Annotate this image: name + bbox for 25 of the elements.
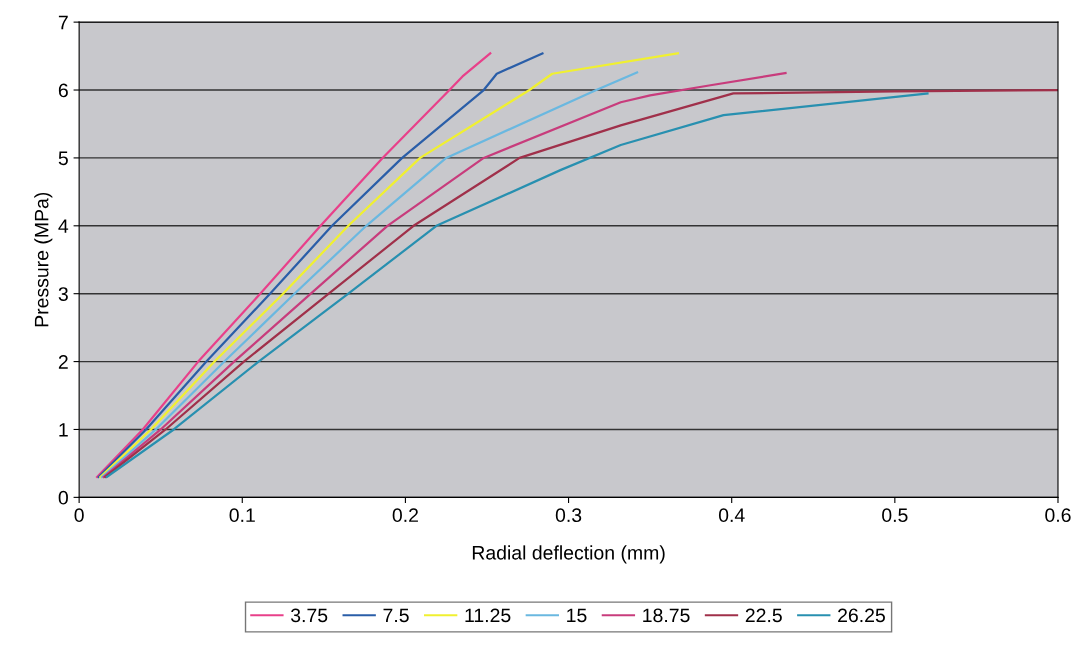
y-tick-label: 6 (58, 83, 68, 98)
legend-label: 15 (567, 608, 587, 623)
legend-label: 3.75 (290, 608, 328, 623)
legend-label: 22.5 (745, 608, 782, 623)
y-axis-title: Pressure (MPa) (34, 192, 53, 327)
y-tick-label: 4 (58, 219, 69, 233)
legend-label: 11.25 (465, 608, 511, 623)
y-tick-label: 5 (58, 151, 68, 166)
x-tick-label: 0.5 (882, 508, 908, 523)
y-tick-label: 0 (58, 490, 68, 505)
x-tick-label: 0.3 (555, 508, 582, 523)
x-tick-label: 0.2 (392, 508, 418, 523)
legend-label: 18.75 (643, 608, 690, 623)
legend-label: 7.5 (383, 608, 409, 623)
legend-label: 26.25 (838, 608, 885, 623)
y-tick-label: 1 (59, 423, 68, 437)
x-tick-label: 0.4 (718, 508, 745, 523)
x-axis-title: Radial deflection (mm) (472, 545, 665, 564)
y-tick-label: 7 (58, 15, 68, 30)
x-tick-label: 0 (74, 508, 84, 523)
line-series (102, 71, 787, 479)
x-tick-label: 0.1 (229, 508, 255, 523)
y-tick-label: 2 (58, 355, 68, 369)
x-tick-label: 0.6 (1045, 508, 1071, 523)
y-tick-label: 3 (58, 287, 68, 301)
